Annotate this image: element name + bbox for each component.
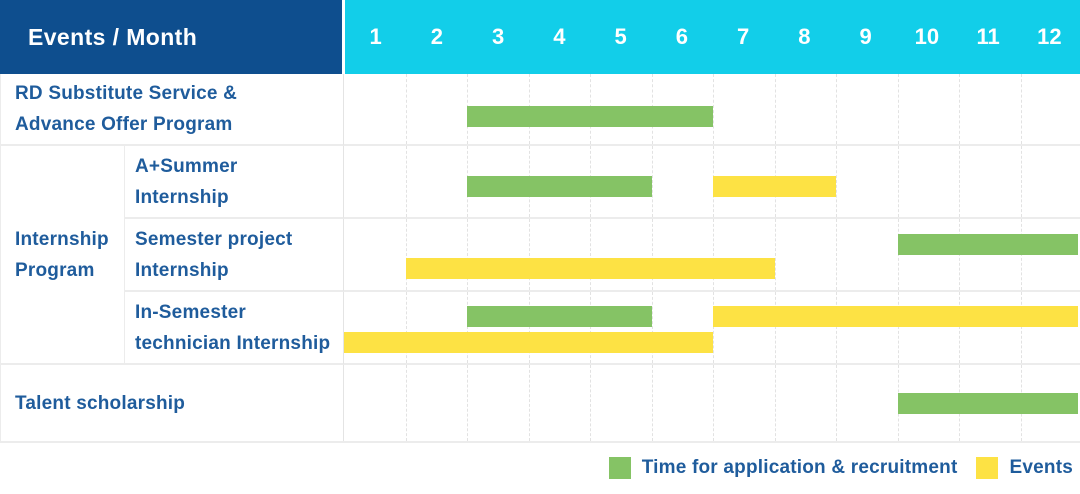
month-grid-line (651, 365, 653, 441)
row-label-line: RD Substitute Service & (15, 83, 238, 104)
month-grid-line (405, 74, 407, 144)
gantt-row-in-semester-technician (343, 292, 1080, 365)
month-grid-line (774, 74, 776, 144)
gantt-bar-application (897, 393, 1078, 414)
gantt-bar-application (467, 176, 652, 197)
gantt-bar-application (467, 306, 652, 327)
month-grid-line (959, 74, 960, 144)
month-grid-line (836, 74, 837, 144)
month-grid-line (774, 219, 776, 290)
row-label-semester-project: Semester project Internship (125, 219, 343, 292)
month-grid-line (836, 292, 837, 363)
month-grid-line (590, 219, 591, 290)
month-grid-line (1020, 146, 1022, 217)
gantt-bar-event (713, 306, 1078, 327)
gantt-bar-event (713, 176, 836, 197)
month-grid-line (959, 146, 960, 217)
legend-label: Events (1009, 456, 1073, 478)
group-label-internship-program: Internship Program (1, 146, 125, 365)
month-grid-line (959, 292, 960, 363)
row-label-line: In-Semester (135, 301, 246, 323)
month-grid-line (774, 292, 776, 363)
gantt-bar-application (897, 234, 1078, 255)
gantt-bar-event (344, 332, 713, 353)
month-grid-line (713, 219, 714, 290)
month-grid-line (405, 146, 407, 217)
month-grid-line (1020, 74, 1022, 144)
gantt-table-body: RD Substitute Service & Advance Offer Pr… (0, 74, 1080, 443)
table-header-row: Events / Month 1 2 3 4 5 6 7 8 9 10 11 12 (0, 0, 1080, 74)
month-grid-line (528, 292, 530, 363)
row-label-line: Semester project (135, 228, 293, 250)
month-grid-line (836, 365, 837, 441)
legend-swatch-application (608, 456, 631, 479)
group-label-line: Program (15, 259, 95, 281)
gantt-row-a-plus-summer (343, 146, 1080, 219)
month-grid-line (590, 292, 591, 363)
row-label-line: Talent scholarship (15, 392, 186, 414)
month-grid-line (836, 146, 837, 217)
gantt-bar-event (405, 258, 775, 279)
month-header-cell: 4 (553, 24, 566, 49)
chart-legend: Time for application & recruitment Events (0, 441, 1080, 494)
month-header-cell: 11 (976, 24, 1000, 49)
month-header-cell: 7 (737, 24, 750, 49)
row-label-line: technician Internship (135, 332, 331, 354)
gantt-row-rd-substitute (343, 74, 1080, 146)
row-label-talent-scholarship: Talent scholarship (1, 365, 343, 441)
month-grid-line (651, 146, 653, 217)
row-label-a-plus-summer: A+Summer Internship (125, 146, 343, 219)
month-header-cell: 9 (859, 24, 872, 49)
month-grid-line (590, 365, 591, 441)
gantt-row-semester-project (343, 219, 1080, 292)
month-grid-line (1020, 292, 1022, 363)
row-label-in-semester-technician: In-Semester technician Internship (125, 292, 343, 365)
row-label-line: Internship (135, 259, 229, 281)
row-label-line: Advance Offer Program (15, 114, 233, 135)
month-grid-line (651, 219, 653, 290)
month-header-strip: 1 2 3 4 5 6 7 8 9 10 11 12 (342, 0, 1080, 74)
month-header-cell: 5 (614, 24, 627, 49)
month-header-cell: 12 (1037, 24, 1062, 49)
month-grid-line (897, 146, 899, 217)
month-header-cell: 3 (492, 24, 505, 49)
month-grid-line (713, 292, 714, 363)
month-grid-line (713, 74, 714, 144)
legend-item-application: Time for application & recruitment (608, 456, 958, 479)
month-header-cell: 6 (675, 24, 688, 49)
legend-swatch-event (976, 456, 999, 479)
month-header-cell: 1 (369, 24, 382, 49)
month-grid-line (467, 292, 468, 363)
month-grid-line (405, 365, 407, 441)
gantt-bar-application (467, 106, 713, 127)
month-grid-line (713, 365, 714, 441)
month-grid-line (651, 292, 653, 363)
events-month-header-cell: Events / Month (0, 0, 342, 74)
legend-item-event: Events (976, 456, 1073, 479)
month-grid-line (405, 219, 407, 290)
month-grid-line (467, 219, 468, 290)
group-label-line: Internship (15, 228, 109, 250)
page-title: Events / Month (28, 23, 198, 50)
month-header-cell: 10 (914, 24, 940, 49)
gantt-row-talent-scholarship (343, 365, 1080, 441)
month-grid-line (405, 292, 407, 363)
row-label-line: Internship (135, 186, 229, 208)
month-header-cell: 2 (430, 24, 443, 49)
month-header-cell: 8 (798, 24, 811, 49)
month-grid-line (528, 365, 530, 441)
row-label-rd-substitute: RD Substitute Service & Advance Offer Pr… (1, 74, 343, 146)
month-grid-line (774, 365, 776, 441)
month-grid-line (897, 292, 899, 363)
row-label-line: A+Summer (135, 155, 238, 177)
month-grid-line (467, 365, 468, 441)
month-grid-line (528, 219, 530, 290)
month-grid-line (897, 74, 899, 144)
month-grid-line (836, 219, 837, 290)
legend-label: Time for application & recruitment (641, 456, 958, 478)
